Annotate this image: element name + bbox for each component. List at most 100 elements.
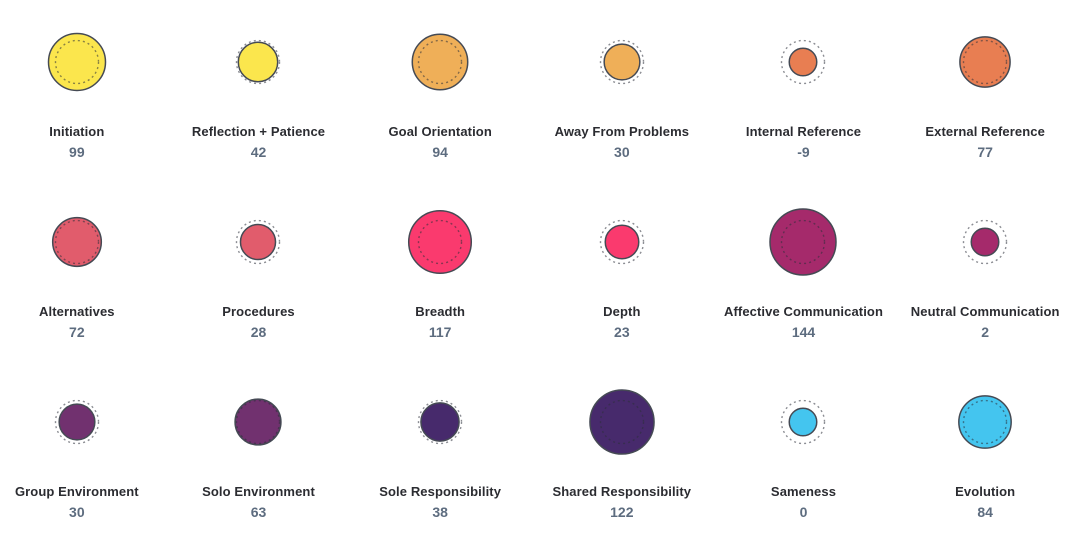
value-bubble[interactable] bbox=[959, 36, 1012, 88]
trait-value: -9 bbox=[797, 144, 810, 160]
trait-value: 42 bbox=[250, 144, 267, 160]
trait-value: 144 bbox=[791, 324, 816, 340]
bubble-box bbox=[713, 360, 895, 484]
trait-value: 28 bbox=[250, 324, 267, 340]
value-bubble[interactable] bbox=[788, 407, 818, 437]
trait-cell: Sole Responsibility 38 bbox=[349, 360, 531, 540]
value-bubble[interactable] bbox=[234, 398, 283, 446]
trait-bubble[interactable] bbox=[39, 204, 115, 280]
trait-cell: External Reference 77 bbox=[894, 0, 1076, 180]
bubble-grid: Initiation 99 Reflection + Patience 42 Goal … bbox=[0, 0, 1076, 540]
trait-value: 77 bbox=[977, 144, 993, 160]
trait-bubble[interactable] bbox=[584, 384, 660, 460]
trait-cell: Neutral Communication 2 bbox=[894, 180, 1076, 360]
trait-label: Sole Responsibility bbox=[379, 484, 502, 499]
reference-ring-icon bbox=[54, 219, 100, 265]
value-bubble[interactable] bbox=[970, 227, 1000, 257]
trait-cell: Group Environment 30 bbox=[0, 360, 168, 540]
trait-value: 0 bbox=[799, 504, 808, 520]
trait-label: Initiation bbox=[49, 124, 105, 139]
trait-value: 72 bbox=[69, 324, 85, 340]
value-bubble[interactable] bbox=[238, 41, 279, 83]
trait-cell: Internal Reference -9 bbox=[713, 0, 895, 180]
reference-ring-icon bbox=[962, 219, 1008, 265]
trait-bubble[interactable] bbox=[765, 24, 841, 100]
trait-cell: Goal Orientation 94 bbox=[349, 0, 531, 180]
reference-ring-icon bbox=[236, 39, 281, 85]
trait-bubble[interactable] bbox=[220, 24, 296, 100]
trait-bubble[interactable] bbox=[947, 24, 1023, 100]
trait-bubble[interactable] bbox=[947, 204, 1023, 280]
value-bubble[interactable] bbox=[47, 32, 107, 92]
trait-value: 94 bbox=[432, 144, 448, 160]
reference-ring-icon bbox=[54, 399, 100, 445]
trait-label: Evolution bbox=[955, 484, 1016, 499]
reference-ring-icon bbox=[417, 219, 463, 265]
trait-label: Reflection + Patience bbox=[191, 124, 326, 139]
bubble-box bbox=[713, 180, 895, 304]
trait-cell: Shared Responsibility 122 bbox=[531, 360, 713, 540]
trait-bubble[interactable] bbox=[402, 24, 478, 100]
trait-bubble[interactable] bbox=[39, 384, 115, 460]
trait-label: Depth bbox=[603, 304, 641, 319]
bubble-box bbox=[0, 360, 168, 484]
trait-value: 117 bbox=[428, 324, 452, 340]
bubble-box bbox=[0, 0, 168, 124]
trait-value: 63 bbox=[250, 504, 267, 520]
trait-bubble[interactable] bbox=[402, 204, 478, 280]
trait-cell: Sameness 0 bbox=[713, 360, 895, 540]
value-bubble[interactable] bbox=[769, 208, 838, 276]
trait-label: Sameness bbox=[770, 484, 837, 499]
trait-bubble[interactable] bbox=[947, 384, 1023, 460]
bubble-box bbox=[894, 0, 1076, 124]
reference-ring-icon bbox=[781, 39, 826, 85]
value-bubble[interactable] bbox=[240, 223, 277, 261]
bubble-box bbox=[349, 0, 531, 124]
value-bubble[interactable] bbox=[411, 33, 469, 91]
trait-value: 122 bbox=[610, 504, 634, 520]
trait-cell: Depth 23 bbox=[531, 180, 713, 360]
trait-bubble[interactable] bbox=[584, 204, 660, 280]
trait-label: Shared Responsibility bbox=[552, 484, 692, 499]
reference-ring-icon bbox=[781, 399, 826, 445]
trait-bubble[interactable] bbox=[765, 204, 841, 280]
trait-bubble[interactable] bbox=[39, 24, 115, 100]
trait-label: Alternatives bbox=[39, 304, 115, 319]
bubble-box bbox=[531, 0, 713, 124]
value-bubble[interactable] bbox=[604, 224, 640, 260]
reference-ring-icon bbox=[417, 39, 463, 85]
bubble-box bbox=[531, 360, 713, 484]
value-bubble[interactable] bbox=[589, 389, 655, 455]
value-bubble[interactable] bbox=[420, 402, 460, 442]
value-bubble[interactable] bbox=[51, 216, 102, 268]
bubble-box bbox=[349, 180, 531, 304]
value-bubble[interactable] bbox=[603, 43, 641, 81]
trait-label: Group Environment bbox=[14, 484, 139, 499]
trait-bubble[interactable] bbox=[765, 384, 841, 460]
trait-cell: Solo Environment 63 bbox=[168, 360, 350, 540]
trait-cell: Initiation 99 bbox=[0, 0, 168, 180]
bubble-box bbox=[894, 180, 1076, 304]
bubble-box bbox=[168, 180, 350, 304]
trait-value: 99 bbox=[69, 144, 85, 160]
trait-bubble[interactable] bbox=[220, 384, 296, 460]
trait-cell: Affective Communication 144 bbox=[713, 180, 895, 360]
trait-cell: Reflection + Patience 42 bbox=[168, 0, 350, 180]
trait-bubble[interactable] bbox=[402, 384, 478, 460]
reference-ring-icon bbox=[599, 219, 645, 265]
trait-cell: Procedures 28 bbox=[168, 180, 350, 360]
trait-bubble[interactable] bbox=[584, 24, 660, 100]
value-bubble[interactable] bbox=[58, 403, 96, 441]
reference-ring-icon bbox=[54, 39, 100, 85]
trait-value: 23 bbox=[614, 324, 630, 340]
trait-label: Procedures bbox=[222, 304, 295, 319]
trait-label: Away From Problems bbox=[554, 124, 690, 139]
trait-label: Internal Reference bbox=[745, 124, 862, 139]
trait-label: Goal Orientation bbox=[388, 124, 492, 139]
reference-ring-icon bbox=[236, 219, 281, 265]
trait-bubble[interactable] bbox=[220, 204, 296, 280]
value-bubble[interactable] bbox=[958, 395, 1013, 449]
value-bubble[interactable] bbox=[788, 47, 818, 77]
trait-value: 30 bbox=[69, 504, 85, 520]
trait-label: Breadth bbox=[415, 304, 466, 319]
